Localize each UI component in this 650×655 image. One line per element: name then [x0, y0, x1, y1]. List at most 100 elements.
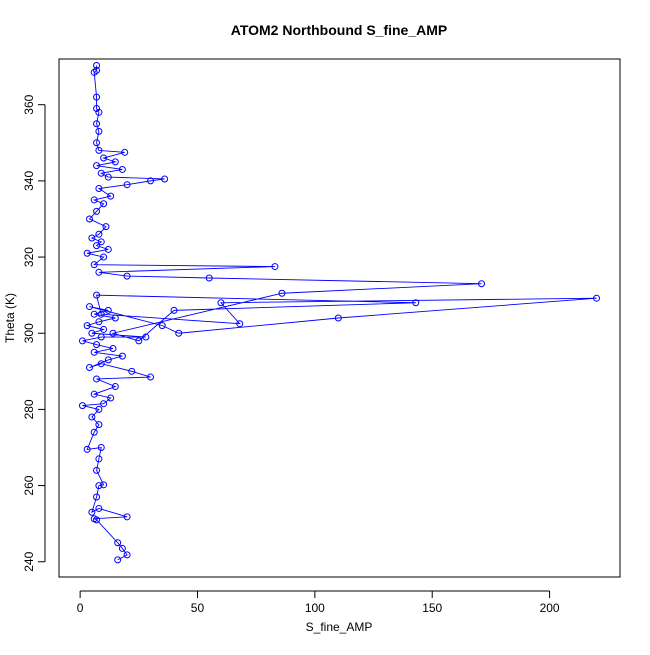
- data-point: [86, 364, 94, 372]
- data-point: [93, 105, 101, 113]
- data-point: [95, 405, 103, 413]
- data-point: [93, 375, 101, 383]
- data-point: [95, 421, 103, 429]
- data-point: [104, 245, 112, 253]
- plot-frame: [58, 58, 621, 578]
- data-point: [123, 181, 131, 189]
- data-point: [90, 348, 98, 356]
- data-point: [109, 344, 117, 352]
- data-point: [111, 158, 119, 166]
- data-point: [93, 66, 101, 74]
- x-axis-label: S_fine_AMP: [306, 620, 373, 634]
- data-point: [161, 175, 169, 183]
- data-point: [107, 192, 115, 200]
- data-point: [135, 337, 143, 345]
- data-point: [86, 215, 94, 223]
- data-point: [93, 61, 101, 69]
- data-point: [147, 177, 155, 185]
- data-point: [93, 207, 101, 215]
- data-point: [109, 329, 117, 337]
- data-point: [83, 445, 91, 453]
- chart-title: ATOM2 Northbound S_fine_AMP: [231, 22, 447, 38]
- y-tick-label: 260: [22, 475, 36, 495]
- x-tick-label: 50: [191, 601, 205, 615]
- data-point: [97, 169, 105, 177]
- data-point: [97, 238, 105, 246]
- data-point: [170, 306, 178, 314]
- data-point: [100, 253, 108, 261]
- data-point: [111, 383, 119, 391]
- data-point: [95, 108, 103, 116]
- data-point: [90, 515, 98, 523]
- data-point: [93, 162, 101, 170]
- data-point: [147, 373, 155, 381]
- data-point: [90, 390, 98, 398]
- data-point: [95, 268, 103, 276]
- data-point: [93, 291, 101, 299]
- data-point: [93, 242, 101, 250]
- data-point: [90, 261, 98, 269]
- data-point: [104, 356, 112, 364]
- data-point: [104, 306, 112, 314]
- data-point: [123, 272, 131, 280]
- data-point: [111, 314, 119, 322]
- data-point: [175, 329, 183, 337]
- data-point: [123, 513, 131, 521]
- data-point: [118, 165, 126, 173]
- data-point: [158, 322, 166, 330]
- data-point: [412, 299, 420, 307]
- data-point: [95, 504, 103, 512]
- data-point: [95, 146, 103, 154]
- data-point: [78, 337, 86, 345]
- data-point: [114, 539, 122, 547]
- data-point: [93, 466, 101, 474]
- data-point: [334, 314, 342, 322]
- data-point: [95, 482, 103, 490]
- y-tick-label: 240: [22, 551, 36, 571]
- data-point: [97, 310, 105, 318]
- series-layer: [78, 61, 601, 564]
- data-point: [271, 263, 279, 271]
- data-point: [90, 310, 98, 318]
- data-point: [102, 223, 110, 231]
- data-point: [78, 402, 86, 410]
- data-point: [83, 322, 91, 330]
- data-point: [83, 249, 91, 257]
- data-point: [217, 299, 225, 307]
- data-point: [104, 173, 112, 181]
- data-point: [86, 303, 94, 311]
- data-point: [88, 413, 96, 421]
- data-point: [90, 196, 98, 204]
- x-tick-label: 0: [77, 601, 84, 615]
- data-point: [93, 341, 101, 349]
- data-point: [593, 294, 601, 302]
- data-point: [93, 120, 101, 128]
- data-point: [107, 394, 115, 402]
- data-point: [93, 139, 101, 147]
- data-point: [114, 556, 122, 564]
- data-point: [88, 329, 96, 337]
- data-point: [95, 230, 103, 238]
- y-tick-label: 280: [22, 399, 36, 419]
- y-tick-label: 320: [22, 247, 36, 267]
- y-axis-label: Theta (K): [3, 293, 17, 343]
- data-point: [128, 367, 136, 375]
- data-point: [118, 544, 126, 552]
- y-tick-label: 300: [22, 323, 36, 343]
- data-point: [95, 318, 103, 326]
- series-line: [82, 65, 597, 561]
- data-point: [88, 234, 96, 242]
- data-point: [205, 274, 213, 282]
- y-axis: 240 260 280 300 320 340 360: [22, 94, 46, 572]
- x-tick-label: 100: [305, 601, 325, 615]
- data-point: [236, 320, 244, 328]
- data-point: [97, 333, 105, 341]
- data-point: [95, 127, 103, 135]
- data-point: [95, 455, 103, 463]
- x-tick-label: 200: [540, 601, 560, 615]
- data-point: [93, 493, 101, 501]
- data-point: [118, 352, 126, 360]
- data-point: [121, 148, 129, 156]
